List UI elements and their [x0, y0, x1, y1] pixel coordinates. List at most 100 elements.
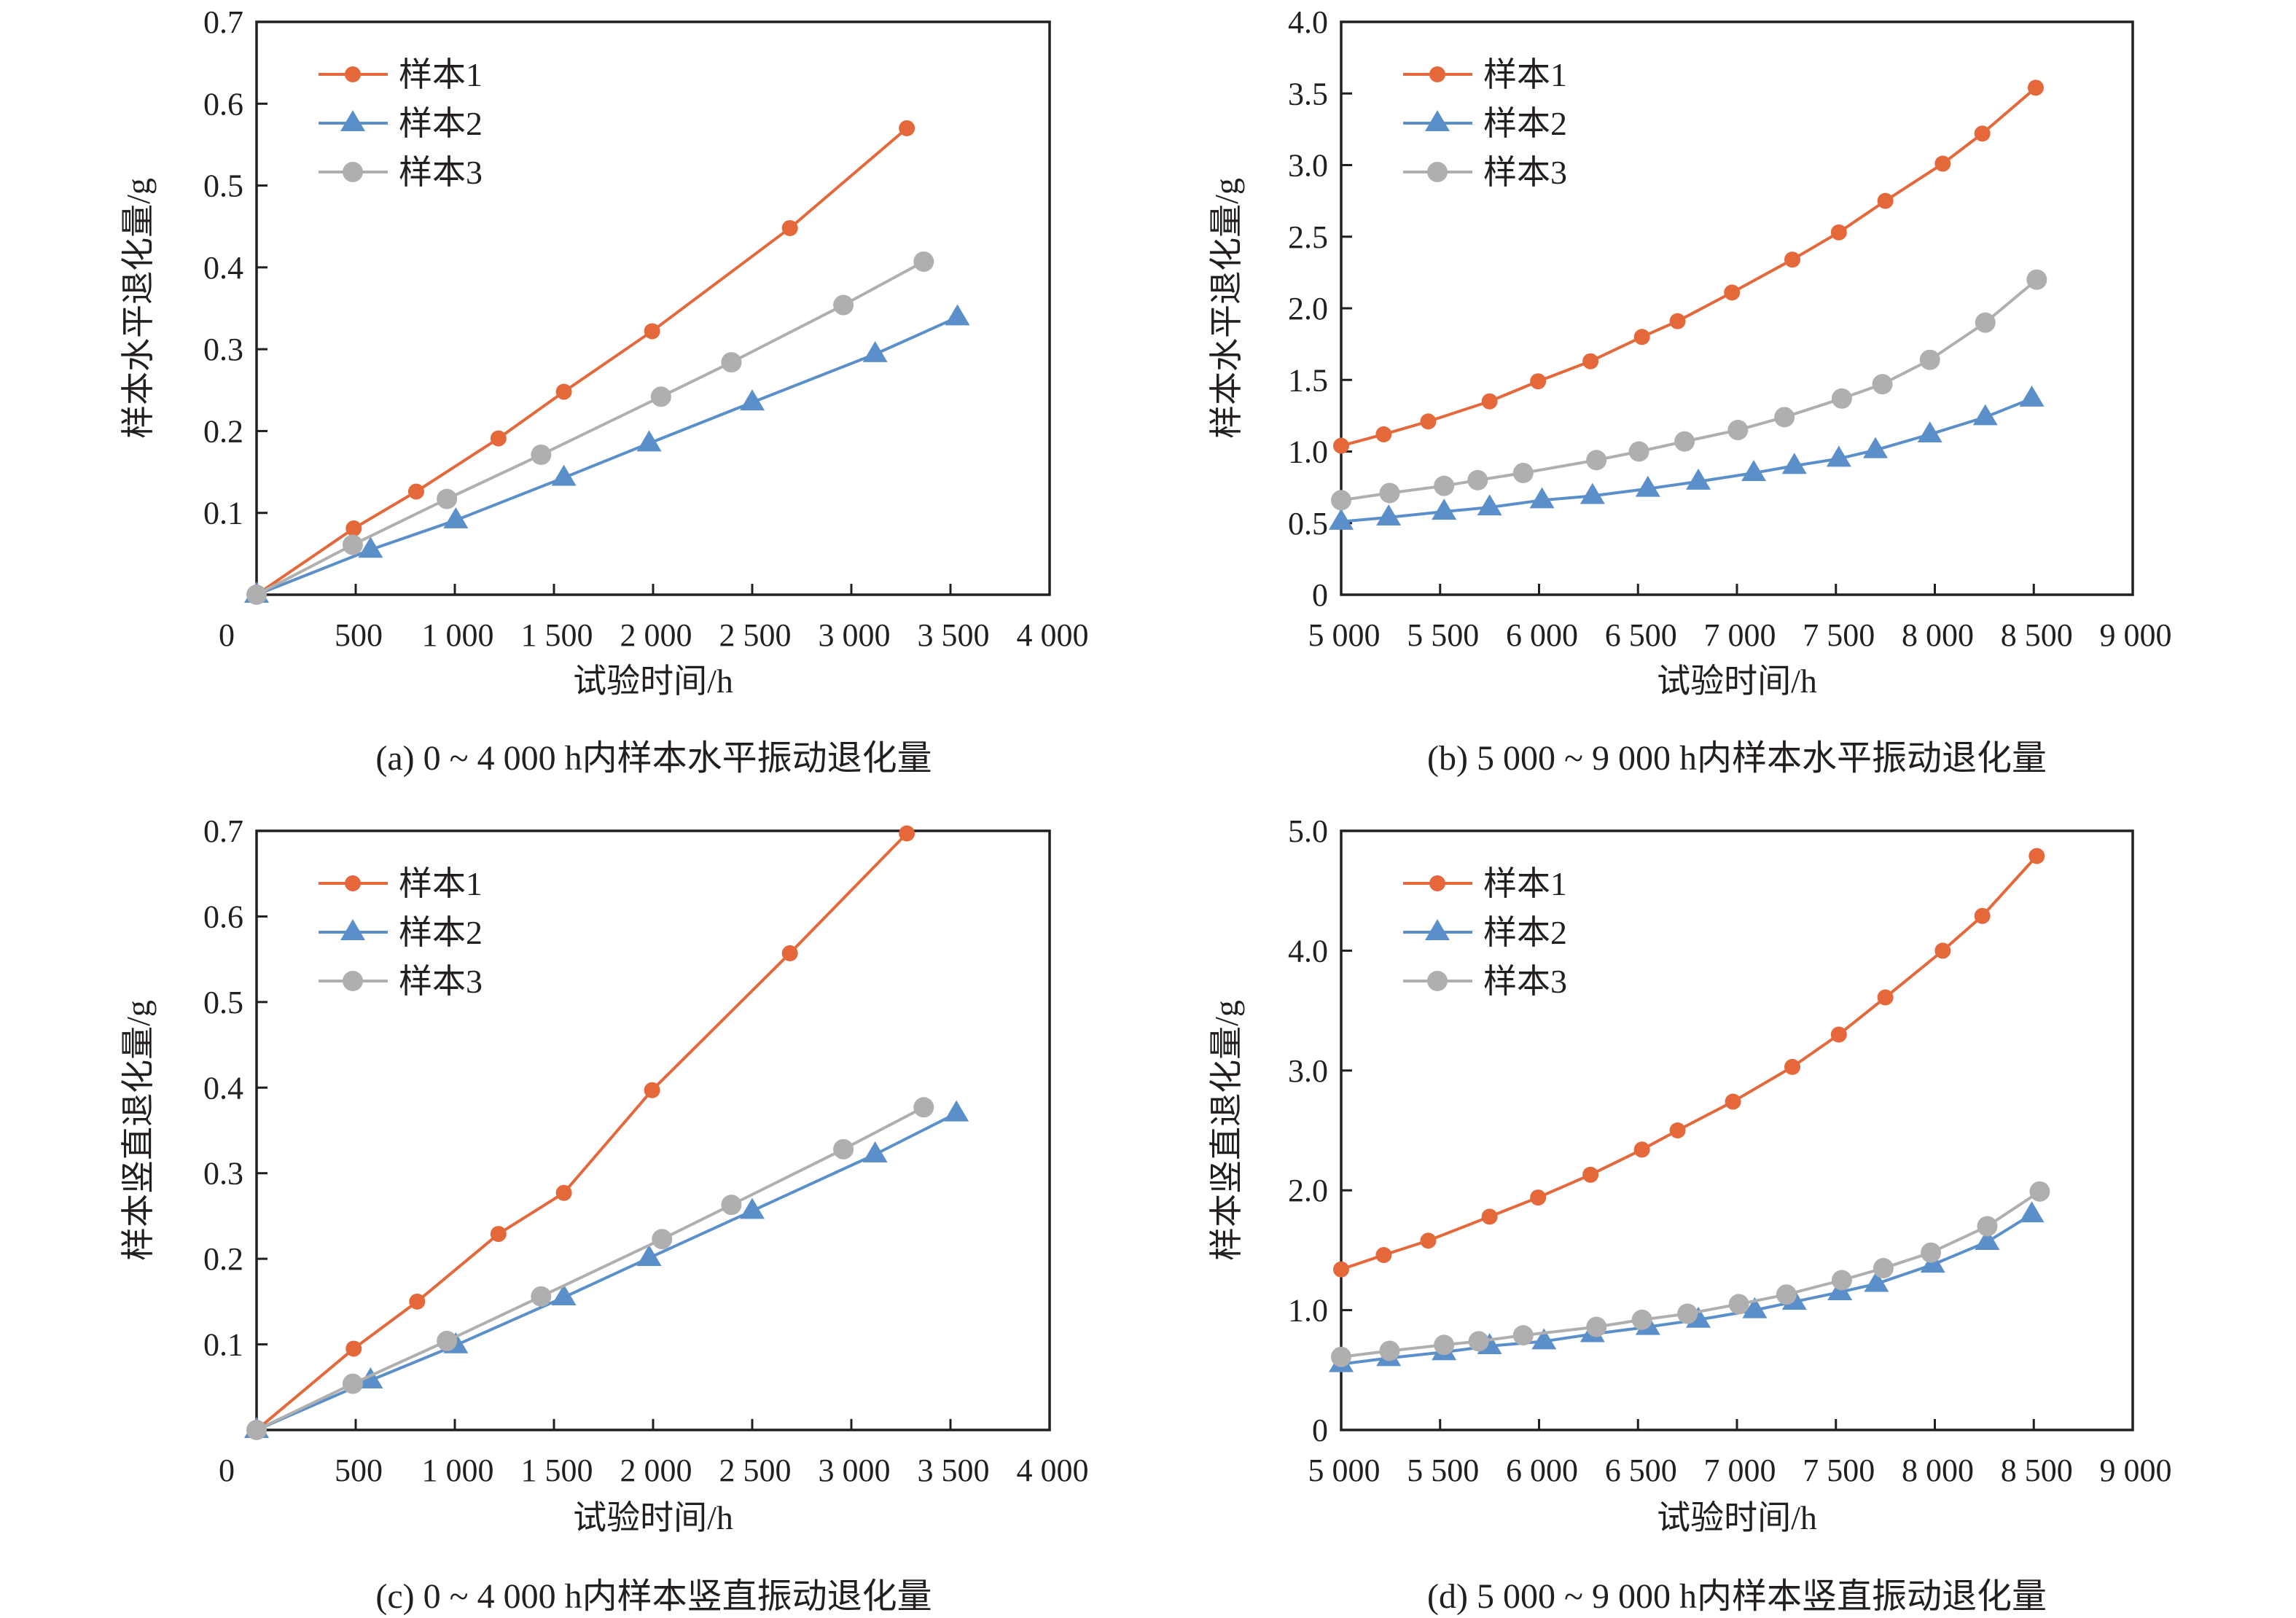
data-point: [531, 444, 552, 465]
series-line: [255, 832, 908, 1431]
data-point: [1677, 1303, 1698, 1324]
x-tick-label: 7 000: [1704, 1453, 1776, 1488]
x-tick-label: 8 500: [2001, 617, 2073, 653]
series-3: [246, 251, 934, 605]
legend-item-2: 样本2: [319, 105, 483, 142]
caption-d: (d) 5 000 ~ 9 000 h内样本竖直振动退化量: [1427, 1577, 2047, 1616]
data-point: [740, 1197, 765, 1219]
y-tick-label: 0.5: [1288, 506, 1328, 542]
data-point: [1379, 482, 1400, 504]
x-tick-label: 3 500: [918, 617, 990, 653]
series-1: [1333, 848, 2045, 1278]
data-point: [781, 219, 798, 236]
data-point: [551, 1284, 577, 1306]
x-axis-title: 试验时间/h: [573, 663, 733, 700]
x-tick-label: 500: [335, 617, 383, 653]
legend: 样本1 样本2 样本3: [1403, 56, 1567, 191]
legend-item-1: 样本1: [1403, 56, 1567, 93]
legend-marker: [345, 875, 361, 891]
data-point: [1674, 431, 1695, 452]
data-point: [833, 1138, 854, 1160]
x-tick-label: 4 000: [1017, 1453, 1089, 1488]
data-point: [2026, 269, 2047, 290]
y-tick-label: 0.2: [203, 1241, 243, 1277]
data-point: [1633, 329, 1650, 345]
data-point: [721, 352, 742, 373]
data-point: [1781, 453, 1807, 474]
legend-marker: [1427, 162, 1448, 182]
data-point: [1873, 1258, 1894, 1279]
data-point: [1741, 460, 1767, 482]
series-1: [1333, 79, 2044, 454]
y-tick-label: 0.4: [203, 250, 243, 286]
legend-label: 样本2: [1483, 914, 1567, 951]
legend-marker: [340, 110, 365, 132]
data-point: [1582, 1166, 1599, 1183]
data-point: [1432, 499, 1457, 520]
data-point: [2027, 79, 2044, 96]
data-point: [721, 1195, 742, 1216]
series-3: [1331, 1181, 2050, 1367]
legend-label: 样本1: [399, 865, 483, 902]
data-point: [1582, 353, 1599, 370]
x-tick-label: 500: [335, 1453, 383, 1488]
data-point: [1376, 504, 1402, 525]
legend-item-3: 样本3: [319, 154, 483, 191]
data-point: [1468, 1331, 1489, 1352]
legend-marker: [1425, 919, 1450, 941]
x-tick-label: 7 000: [1704, 617, 1776, 653]
x-tick-label: 7 500: [1803, 617, 1875, 653]
legend-label: 样本3: [1483, 963, 1567, 1000]
y-tick-label: 3.0: [1288, 1053, 1328, 1089]
data-point: [1831, 1270, 1852, 1291]
data-point: [1975, 1229, 2000, 1250]
x-tick-label: 3 500: [918, 1453, 990, 1488]
data-point: [1635, 475, 1660, 497]
x-tick-label: 7 500: [1803, 1453, 1875, 1488]
x-axis-title: 试验时间/h: [1657, 663, 1817, 700]
legend-item-3: 样本3: [1403, 963, 1567, 1000]
data-point: [1420, 413, 1437, 430]
legend-item-2: 样本2: [319, 914, 483, 951]
data-point: [345, 520, 362, 537]
data-point: [437, 1330, 458, 1351]
data-point: [409, 1293, 426, 1310]
legend-item-1: 样本1: [1403, 865, 1567, 902]
y-tick-label: 2.0: [1288, 1173, 1328, 1208]
legend-label: 样本3: [1483, 154, 1567, 191]
data-point: [1631, 1309, 1652, 1330]
data-point: [644, 1082, 660, 1098]
legend-item-3: 样本3: [1403, 154, 1567, 191]
y-tick-label: 0.2: [203, 413, 243, 449]
series-1: [249, 825, 915, 1438]
data-point: [1477, 494, 1502, 516]
legend: 样本1 样本2 样本3: [1403, 865, 1567, 1000]
y-axis-title: 样本水平退化量/g: [120, 178, 157, 439]
data-point: [1379, 1340, 1400, 1361]
x-tick-label: 5 500: [1407, 617, 1479, 653]
data-point: [899, 825, 915, 842]
x-tick-label: 9 000: [2100, 617, 2172, 653]
data-point: [636, 1245, 662, 1267]
data-point: [1633, 1141, 1650, 1158]
data-point: [833, 294, 854, 316]
x-tick-label: 2 000: [620, 617, 692, 653]
data-point: [1934, 942, 1951, 959]
data-point: [1724, 284, 1741, 301]
y-tick-label: 0.4: [203, 1070, 243, 1106]
plot-frame: [1340, 829, 2134, 1431]
y-tick-label: 5.0: [1288, 813, 1328, 849]
data-point: [2029, 1181, 2050, 1202]
x-tick-label: 8 500: [2001, 1453, 2073, 1488]
x-tick-label: 1 500: [521, 1453, 593, 1488]
data-point: [1877, 192, 1894, 209]
data-point: [1921, 1242, 1942, 1263]
y-tick-label: 0.3: [203, 1156, 243, 1192]
data-point: [1420, 1232, 1437, 1249]
y-tick-label: 0.7: [203, 813, 243, 849]
data-point: [1586, 450, 1607, 471]
data-point: [551, 464, 577, 486]
